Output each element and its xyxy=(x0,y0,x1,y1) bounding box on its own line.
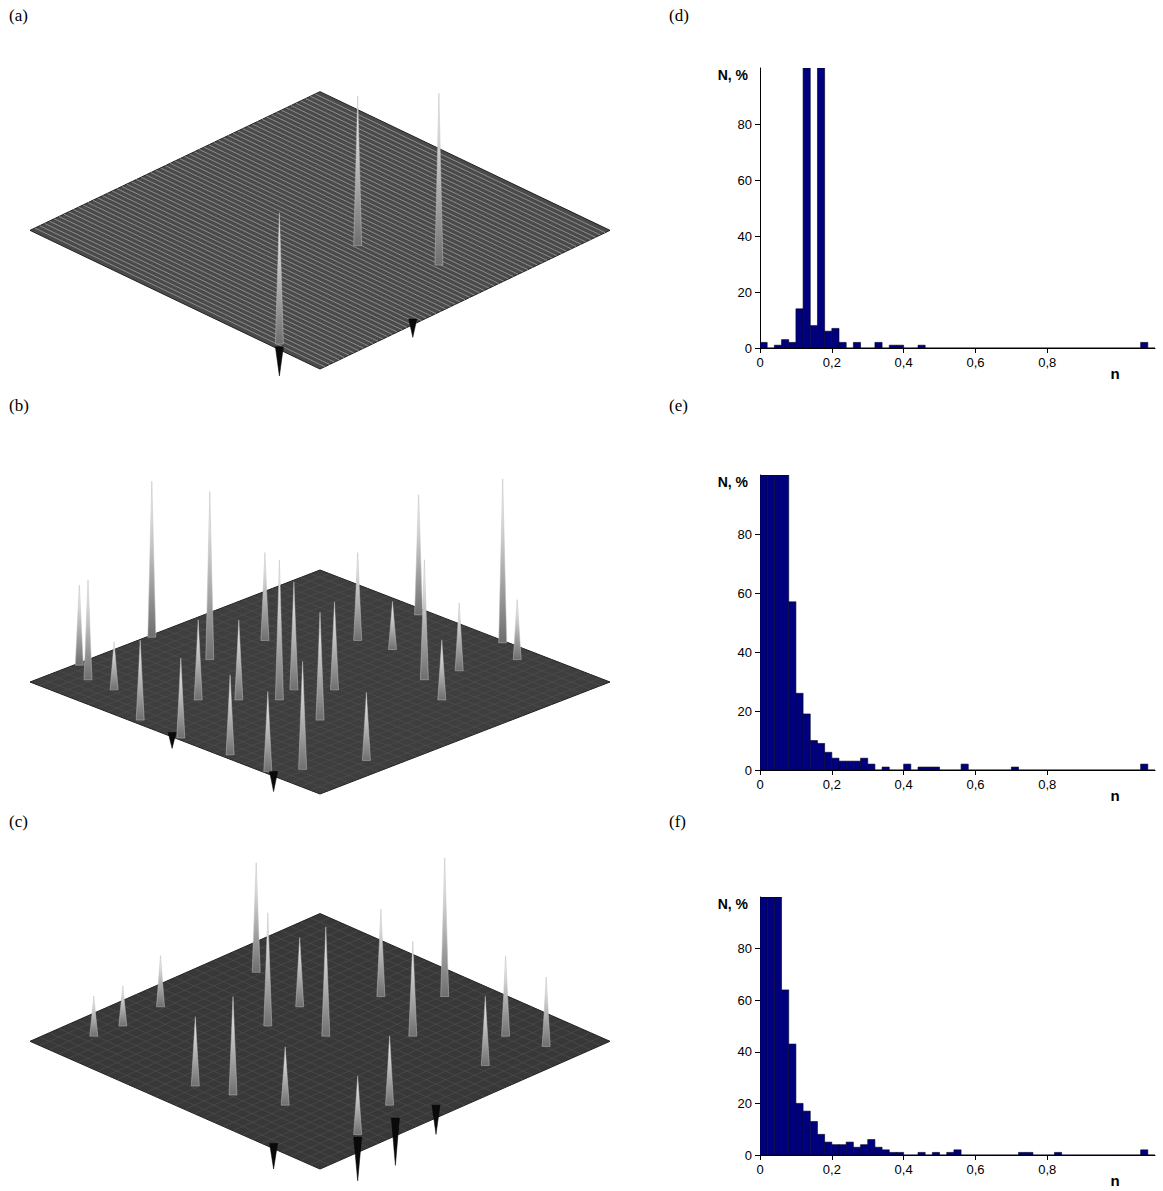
svg-text:0,8: 0,8 xyxy=(1038,1162,1056,1177)
svg-text:0: 0 xyxy=(756,355,763,370)
svg-text:60: 60 xyxy=(738,586,752,601)
svg-text:0,8: 0,8 xyxy=(1038,777,1056,792)
svg-text:60: 60 xyxy=(738,993,752,1008)
svg-text:0,8: 0,8 xyxy=(1038,355,1056,370)
svg-text:0: 0 xyxy=(745,1148,752,1163)
svg-text:(f): (f) xyxy=(669,812,686,831)
svg-text:0,4: 0,4 xyxy=(895,777,913,792)
svg-text:20: 20 xyxy=(738,704,752,719)
svg-text:N, %: N, % xyxy=(718,474,749,490)
svg-text:0: 0 xyxy=(756,777,763,792)
svg-text:0,6: 0,6 xyxy=(966,355,984,370)
svg-text:20: 20 xyxy=(738,285,752,300)
svg-text:(c): (c) xyxy=(9,812,28,831)
svg-text:N, %: N, % xyxy=(718,67,749,83)
svg-text:n: n xyxy=(1110,1172,1119,1189)
svg-text:0,6: 0,6 xyxy=(966,777,984,792)
svg-text:40: 40 xyxy=(738,229,752,244)
svg-text:n: n xyxy=(1110,365,1119,382)
svg-text:0,4: 0,4 xyxy=(895,1162,913,1177)
svg-text:20: 20 xyxy=(738,1096,752,1111)
svg-text:40: 40 xyxy=(738,1044,752,1059)
svg-text:80: 80 xyxy=(738,117,752,132)
svg-text:(d): (d) xyxy=(669,6,689,25)
svg-text:0: 0 xyxy=(756,1162,763,1177)
svg-text:(e): (e) xyxy=(669,396,688,415)
svg-text:0: 0 xyxy=(745,341,752,356)
svg-text:0,2: 0,2 xyxy=(823,1162,841,1177)
svg-text:(b): (b) xyxy=(9,396,29,415)
svg-text:60: 60 xyxy=(738,173,752,188)
svg-text:n: n xyxy=(1110,787,1119,804)
svg-text:N, %: N, % xyxy=(718,896,749,912)
svg-text:80: 80 xyxy=(738,527,752,542)
svg-text:0: 0 xyxy=(745,763,752,778)
svg-text:40: 40 xyxy=(738,645,752,660)
svg-text:0,2: 0,2 xyxy=(823,777,841,792)
svg-text:0,2: 0,2 xyxy=(823,355,841,370)
svg-text:80: 80 xyxy=(738,941,752,956)
svg-text:0,4: 0,4 xyxy=(895,355,913,370)
svg-text:(a): (a) xyxy=(9,6,28,25)
svg-text:0,6: 0,6 xyxy=(966,1162,984,1177)
